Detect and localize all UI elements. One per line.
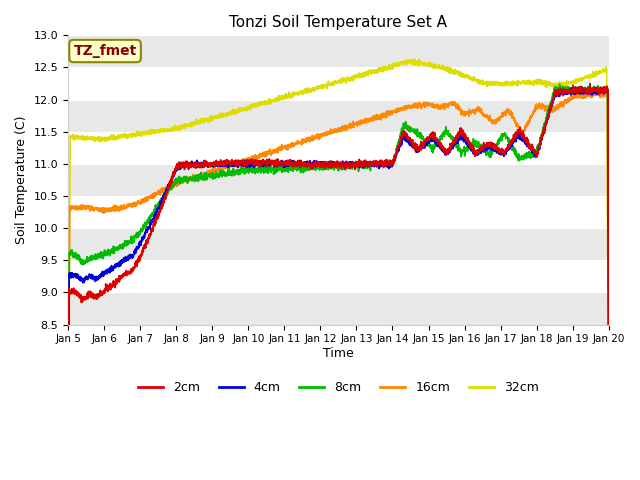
Bar [68, 36, 609, 68]
Title: Tonzi Soil Temperature Set A: Tonzi Soil Temperature Set A [229, 15, 447, 30]
Bar [68, 292, 609, 324]
Text: TZ_fmet: TZ_fmet [74, 44, 137, 58]
X-axis label: Time: Time [323, 347, 354, 360]
Legend: 2cm, 4cm, 8cm, 16cm, 32cm: 2cm, 4cm, 8cm, 16cm, 32cm [133, 376, 544, 399]
Y-axis label: Soil Temperature (C): Soil Temperature (C) [15, 116, 28, 244]
Bar [68, 100, 609, 132]
Bar [68, 228, 609, 260]
Bar [68, 164, 609, 196]
